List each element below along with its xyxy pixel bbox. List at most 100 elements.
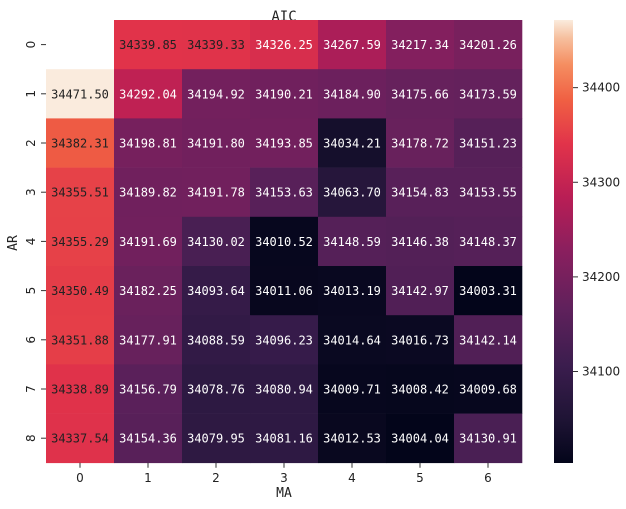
heatmap-cell: [454, 266, 523, 316]
y-tick-label: 3: [24, 188, 38, 196]
y-tick-label: 2: [24, 139, 38, 147]
heatmap-cell: [114, 69, 183, 119]
cell-value-label: 34175.66: [391, 87, 449, 101]
heatmap-cell: [46, 266, 115, 316]
heatmap-cell: [46, 69, 115, 119]
x-tick-label: 5: [416, 471, 424, 485]
cell-value-label: 34008.42: [391, 383, 449, 397]
heatmap-cell: [250, 216, 319, 267]
heatmap-cell: [46, 118, 115, 168]
colorbar: [554, 20, 573, 463]
heatmap-cell: [182, 118, 251, 168]
cell-value-label: 34012.53: [323, 432, 381, 446]
cell-value-label: 34184.90: [323, 87, 381, 101]
cell-value-label: 34016.73: [391, 333, 449, 347]
heatmap-cell: [386, 364, 455, 414]
cell-value-label: 34194.92: [187, 87, 245, 101]
cell-value-label: 34093.64: [187, 284, 245, 298]
heatmap-cell: [454, 413, 523, 464]
heatmap-cell: [46, 216, 115, 267]
y-tick-label: 4: [24, 238, 38, 246]
heatmap-cell: [386, 315, 455, 365]
y-tick-label: 7: [24, 385, 38, 393]
cell-value-label: 34471.50: [51, 87, 109, 101]
heatmap-cell: [454, 20, 523, 70]
cell-value-label: 34338.89: [51, 383, 109, 397]
cell-value-label: 34189.82: [119, 186, 177, 200]
cell-value-label: 34267.59: [323, 38, 381, 52]
heatmap-cell: [250, 118, 319, 168]
cell-value-label: 34146.38: [391, 235, 449, 249]
heatmap-cell: [114, 413, 183, 464]
cell-value-label: 34177.91: [119, 333, 177, 347]
heatmap-cell: [114, 167, 183, 218]
heatmap-cell: [454, 69, 523, 119]
heatmap-cell: [386, 216, 455, 267]
heatmap-cell: [250, 20, 319, 70]
cell-value-label: 34088.59: [187, 333, 245, 347]
cell-value-label: 34142.14: [459, 333, 517, 347]
cell-value-label: 34034.21: [323, 137, 381, 151]
colorbar-tick-label: 34100: [582, 365, 620, 379]
heatmap-cell: [386, 20, 455, 70]
cell-value-label: 34382.31: [51, 137, 109, 151]
heatmap-cell: [318, 364, 387, 414]
cell-value-label: 34182.25: [119, 284, 177, 298]
heatmap-cell: [250, 413, 319, 464]
cell-value-label: 34339.85: [119, 38, 177, 52]
heatmap-cell: [250, 266, 319, 316]
cell-value-label: 34217.34: [391, 38, 449, 52]
heatmap-cell: [454, 315, 523, 365]
heatmap-cell: [182, 20, 251, 70]
y-tick-label: 8: [24, 434, 38, 442]
cell-value-label: 34178.72: [391, 137, 449, 151]
cell-value-label: 34350.49: [51, 284, 109, 298]
heatmap-cell: [46, 167, 115, 218]
cell-value-label: 34326.25: [255, 38, 313, 52]
cell-value-label: 34081.16: [255, 432, 313, 446]
cell-value-label: 34191.78: [187, 186, 245, 200]
heatmap-cell: [318, 266, 387, 316]
heatmap-cell: [318, 69, 387, 119]
heatmap-cell: [250, 167, 319, 218]
heatmap-cell: [318, 216, 387, 267]
cell-value-label: 34009.68: [459, 383, 517, 397]
heatmap-cell: [114, 118, 183, 168]
heatmap-cell: [182, 315, 251, 365]
heatmap-cell: [318, 315, 387, 365]
cell-value-label: 34351.88: [51, 333, 109, 347]
heatmap-cell: [386, 413, 455, 464]
heatmap-cell: [386, 266, 455, 316]
colorbar-ticks: 34100 34200 34300 34400: [573, 81, 620, 379]
heatmap-cell: [318, 20, 387, 70]
x-tick-label: 0: [76, 471, 84, 485]
y-tick-label: 6: [24, 336, 38, 344]
heatmap-cell: [386, 118, 455, 168]
cell-value-label: 34190.21: [255, 87, 313, 101]
cell-value-label: 34355.29: [51, 235, 109, 249]
heatmap-cell: [386, 69, 455, 119]
heatmap-cell: [182, 216, 251, 267]
cell-value-label: 34337.54: [51, 432, 109, 446]
cell-value-label: 34078.76: [187, 383, 245, 397]
heatmap-cell: [318, 167, 387, 218]
cell-value-label: 34153.63: [255, 186, 313, 200]
heatmap-cell: [182, 413, 251, 464]
y-tick-label: 0: [24, 41, 38, 49]
x-axis-ticks: 0 1 2 3 4 5 6: [76, 462, 492, 485]
cell-value-label: 34339.33: [187, 38, 245, 52]
cell-value-label: 34014.64: [323, 333, 381, 347]
heatmap-cell: [114, 266, 183, 316]
heatmap-cell: [182, 69, 251, 119]
y-axis-label: AR: [6, 235, 21, 251]
heatmap-cell: [114, 364, 183, 414]
cell-value-label: 34010.52: [255, 235, 313, 249]
heatmap-cell: [114, 20, 183, 70]
heatmap-cell: [182, 266, 251, 316]
cell-value-label: 34191.69: [119, 235, 177, 249]
cell-value-label: 34142.97: [391, 284, 449, 298]
cell-value-label: 34193.85: [255, 137, 313, 151]
cell-value-label: 34151.23: [459, 137, 517, 151]
x-tick-label: 1: [144, 471, 152, 485]
